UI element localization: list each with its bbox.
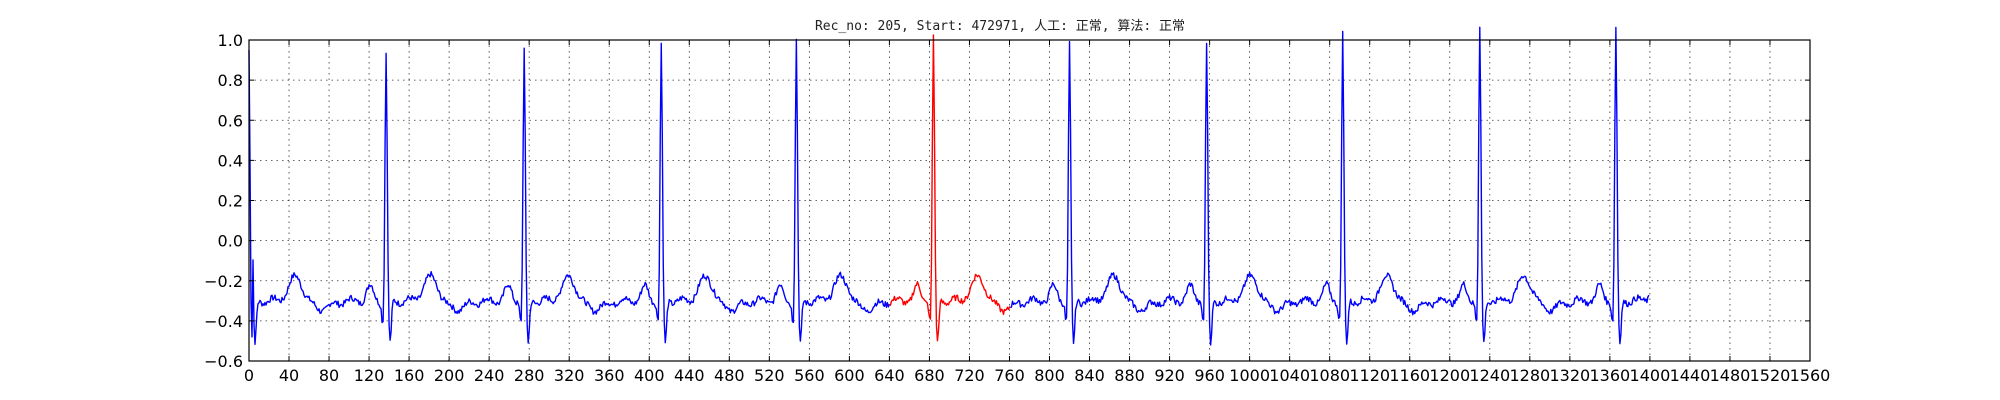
x-tick-label: 1160 bbox=[1389, 366, 1430, 385]
y-tick-label: −0.2 bbox=[204, 272, 243, 291]
y-tick-label: −0.6 bbox=[204, 352, 243, 371]
x-tick-label: 1320 bbox=[1549, 366, 1590, 385]
x-tick-label: 360 bbox=[594, 366, 625, 385]
x-tick-label: 1520 bbox=[1750, 366, 1791, 385]
y-tick-label: 0.2 bbox=[218, 192, 243, 211]
x-tick-label: 80 bbox=[319, 366, 339, 385]
x-tick-label: 200 bbox=[434, 366, 465, 385]
x-tick-label: 1040 bbox=[1269, 366, 1310, 385]
y-tick-label: 0.4 bbox=[218, 151, 243, 170]
x-tick-label: 40 bbox=[279, 366, 299, 385]
x-axis: 0 40 80 120 160 200 240 280 320 360 400 440 480 520 56… bbox=[244, 40, 1830, 385]
x-tick-label: 1120 bbox=[1349, 366, 1390, 385]
x-tick-label: 1360 bbox=[1590, 366, 1631, 385]
x-tick-label: 1280 bbox=[1509, 366, 1550, 385]
x-tick-label: 160 bbox=[394, 366, 425, 385]
x-tick-label: 520 bbox=[754, 366, 785, 385]
ecg-trace bbox=[248, 26, 1650, 346]
y-tick-label: 0.8 bbox=[218, 71, 243, 90]
x-tick-label: 560 bbox=[794, 366, 825, 385]
y-axis: −0.6 −0.4 −0.2 0.0 0.2 0.4 0.6 0.8 1.0 bbox=[204, 31, 1810, 371]
x-tick-label: 760 bbox=[994, 366, 1025, 385]
x-tick-label: 1400 bbox=[1630, 366, 1671, 385]
x-tick-label: 1080 bbox=[1309, 366, 1350, 385]
x-tick-label: 440 bbox=[674, 366, 705, 385]
y-tick-label: 0.6 bbox=[218, 111, 243, 130]
ecg-trace-segment bbox=[248, 38, 891, 346]
chart-title: Rec_no: 205, Start: 472971, 人工: 正常, 算法: … bbox=[815, 19, 1185, 34]
x-tick-label: 840 bbox=[1074, 366, 1105, 385]
x-tick-label: 400 bbox=[634, 366, 665, 385]
x-tick-label: 280 bbox=[514, 366, 545, 385]
ecg-highlight-segment bbox=[888, 34, 1011, 342]
x-tick-label: 880 bbox=[1114, 366, 1145, 385]
x-tick-label: 120 bbox=[354, 366, 385, 385]
x-tick-label: 1000 bbox=[1229, 366, 1270, 385]
x-tick-label: 640 bbox=[874, 366, 905, 385]
x-tick-label: 0 bbox=[244, 366, 254, 385]
x-tick-label: 320 bbox=[554, 366, 585, 385]
x-tick-label: 600 bbox=[834, 366, 865, 385]
x-tick-label: 800 bbox=[1034, 366, 1065, 385]
grid bbox=[249, 40, 1810, 361]
x-tick-label: 960 bbox=[1194, 366, 1225, 385]
x-tick-label: 480 bbox=[714, 366, 745, 385]
x-tick-label: 1480 bbox=[1710, 366, 1751, 385]
x-tick-label: 240 bbox=[474, 366, 505, 385]
x-tick-label: 1240 bbox=[1469, 366, 1510, 385]
x-tick-label: 1560 bbox=[1790, 366, 1831, 385]
ecg-trace-segment bbox=[1010, 26, 1650, 346]
x-tick-label: 720 bbox=[954, 366, 985, 385]
x-tick-label: 1440 bbox=[1670, 366, 1711, 385]
y-tick-label: 1.0 bbox=[218, 31, 243, 50]
y-tick-label: −0.4 bbox=[204, 312, 243, 331]
y-tick-label: 0.0 bbox=[218, 232, 243, 251]
x-tick-label: 680 bbox=[914, 366, 945, 385]
x-tick-label: 920 bbox=[1154, 366, 1185, 385]
x-tick-label: 1200 bbox=[1429, 366, 1470, 385]
